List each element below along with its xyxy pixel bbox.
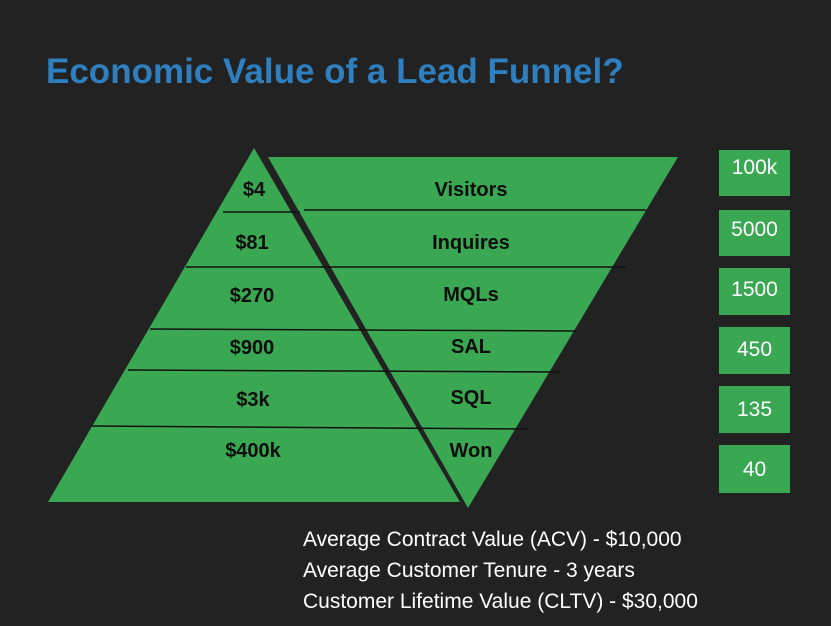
- divider-line: [91, 425, 529, 430]
- stage-value: $81: [235, 232, 268, 254]
- stage-value: $4: [243, 179, 266, 201]
- page-title: Economic Value of a Lead Funnel?: [46, 52, 624, 91]
- divider-line: [127, 369, 561, 373]
- note-acv: Average Contract Value (ACV) - $10,000: [303, 528, 682, 551]
- stage-label: MQLs: [443, 284, 499, 306]
- stage-value: $900: [230, 337, 275, 359]
- stage-label: SQL: [450, 387, 491, 409]
- divider-line: [149, 328, 577, 332]
- value-pyramid: [48, 148, 460, 502]
- stage-value: $400k: [225, 440, 281, 462]
- stage-count-box: 135: [719, 386, 790, 433]
- stage-label: Won: [450, 440, 493, 462]
- stage-label: Visitors: [435, 179, 508, 201]
- note-tenure: Average Customer Tenure - 3 years: [303, 559, 635, 582]
- stage-funnel: [268, 157, 678, 508]
- stage-count-box: 100k: [719, 150, 790, 196]
- stage-label: SAL: [451, 336, 491, 358]
- stage-count-box: 5000: [719, 210, 790, 256]
- stage-value: $270: [230, 285, 275, 307]
- stage-value: $3k: [236, 389, 270, 411]
- notes: Average Contract Value (ACV) - $10,000 A…: [303, 524, 698, 617]
- stage-count-box: 40: [719, 445, 790, 493]
- stage-count-box: 450: [719, 327, 790, 374]
- stage-label: Inquires: [432, 232, 510, 254]
- stage-count-box: 1500: [719, 268, 790, 315]
- note-cltv: Customer Lifetime Value (CLTV) - $30,000: [303, 590, 698, 613]
